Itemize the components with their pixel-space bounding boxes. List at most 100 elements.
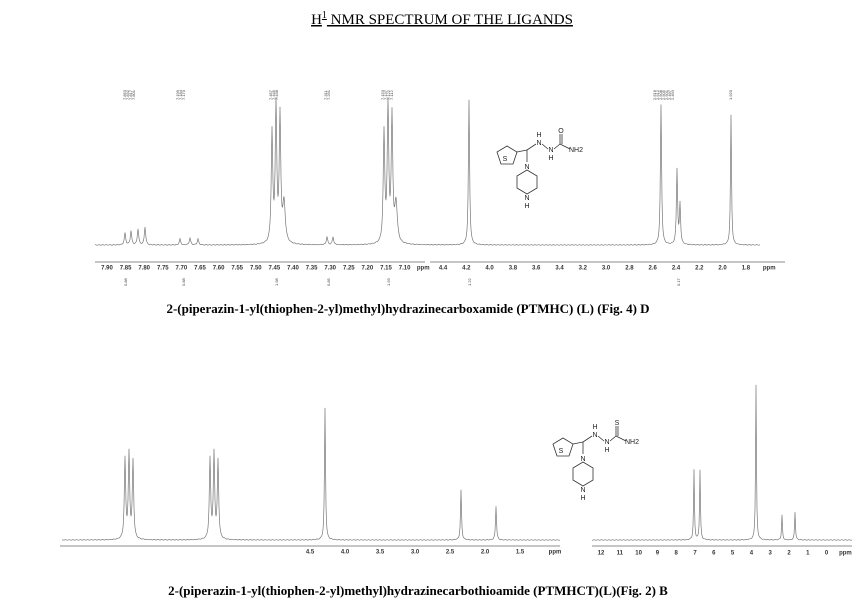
axis-label: 1.8 <box>742 266 751 272</box>
axis-label: 1 <box>806 551 810 557</box>
axis-label: 7.80 <box>138 266 150 272</box>
atom-label: H <box>604 447 609 454</box>
atom-label: NH2 <box>625 439 639 446</box>
axis-label: 2.0 <box>481 550 490 556</box>
axis-label: 4.0 <box>485 266 494 272</box>
atom-label: N <box>524 164 529 171</box>
axis-label: 4 <box>750 551 754 557</box>
peak-label: 7.801 <box>131 89 136 100</box>
atom-label: NH2 <box>569 147 583 154</box>
axis-label: 2.5 <box>446 550 455 556</box>
axis-label: 4.0 <box>341 550 350 556</box>
peak-label: 7.137 <box>383 89 388 100</box>
peak-label: 2.512 <box>655 89 660 100</box>
axis-label: 2.2 <box>695 266 704 272</box>
axis-label: 12 <box>598 551 605 557</box>
atom-label: N <box>604 439 609 446</box>
atom-label: N <box>580 456 585 463</box>
axis-label: 10 <box>635 551 642 557</box>
axis-label: 7.40 <box>287 266 299 272</box>
peak-label: 7.153 <box>380 89 385 100</box>
axis-label: 5 <box>731 551 735 557</box>
axis-label: 9 <box>656 551 660 557</box>
integral: 0.88 <box>181 277 186 286</box>
axis-label: 7.85 <box>120 266 132 272</box>
peak-label: 7.199 <box>175 89 180 100</box>
atom-label: N <box>524 195 529 202</box>
axis-label: ppm <box>549 550 562 556</box>
peak-label: 2.501 <box>664 89 669 100</box>
peak-label: 7.122 <box>386 89 391 100</box>
title-main: H <box>311 12 322 28</box>
atom-label: S <box>615 420 620 427</box>
axis-label: 7.45 <box>269 266 281 272</box>
peak-label: 2.516 <box>652 89 657 100</box>
axis-label: 3.0 <box>411 550 420 556</box>
axis-label: 4.5 <box>306 550 315 556</box>
atom-label: H <box>548 155 553 162</box>
axis-label: 7.60 <box>213 266 225 272</box>
axis-label: 7.75 <box>157 266 169 272</box>
axis-label: 2.0 <box>718 266 727 272</box>
atom-label: H <box>536 132 541 139</box>
peak-label: 2.508 <box>658 89 663 100</box>
atom-label: H <box>524 203 529 210</box>
axis-label: ppm <box>839 551 852 557</box>
axis-label: 3.0 <box>602 266 611 272</box>
axis-label: 3.2 <box>579 266 588 272</box>
integral: 0.85 <box>326 277 331 286</box>
axis-label: 7.65 <box>194 266 206 272</box>
axis-label: 11 <box>617 551 624 557</box>
peak-label: 7.112 <box>389 90 394 100</box>
peak-label: 7.832 <box>125 89 130 100</box>
axis-label: 7.55 <box>231 266 243 272</box>
peak-label: 2.493 <box>670 89 675 100</box>
integral: 1.93 <box>386 277 391 286</box>
title: H1 NMR SPECTRUM OF THE LIGANDS <box>311 10 573 28</box>
axis-label: ppm <box>417 266 430 272</box>
peak-label: 7.291 <box>326 89 331 100</box>
axis-label: 7.10 <box>399 266 411 272</box>
atom-label: N <box>536 140 541 147</box>
atom-label: N <box>592 432 597 439</box>
peak-label: 7.184 <box>178 89 183 100</box>
axis-label: 4.2 <box>462 266 471 272</box>
axis-label: 7 <box>693 551 697 557</box>
axis-label: 7.35 <box>306 266 318 272</box>
atom-label: N <box>580 487 585 494</box>
peak-label: 7.311 <box>323 90 328 100</box>
integral: 0.88 <box>123 277 128 286</box>
atom-label: H <box>592 424 597 431</box>
axis-label: 3 <box>769 551 773 557</box>
peak-label: 2.505 <box>661 89 666 100</box>
axis-label: 7.70 <box>176 266 188 272</box>
axis-label: 7.30 <box>324 266 336 272</box>
axis-label: 3.4 <box>555 266 564 272</box>
integral: 1.98 <box>274 277 279 286</box>
atom-label: S <box>559 448 564 455</box>
axis-label: 7.15 <box>380 266 392 272</box>
axis-label: 7.20 <box>362 266 374 272</box>
atom-label: H <box>580 495 585 502</box>
axis-label: 2 <box>787 551 791 557</box>
axis-label: 3.8 <box>509 266 518 272</box>
caption: 2-(piperazin-1-yl(thiophen-2-yl)methyl)h… <box>168 583 668 598</box>
axis-label: 1.5 <box>516 550 525 556</box>
spectrum <box>61 407 561 541</box>
atom-label: N <box>548 147 553 154</box>
axis-label: 6 <box>712 551 716 557</box>
axis-label: 3.6 <box>532 266 541 272</box>
axis-label: 0 <box>825 551 829 557</box>
axis-label: 7.50 <box>250 266 262 272</box>
peak-label: 1.920 <box>728 89 733 100</box>
axis-label: 4.4 <box>439 266 448 272</box>
spectrum <box>95 96 761 246</box>
axis-label: 7.25 <box>343 266 355 272</box>
peak-label: 7.445 <box>271 89 276 100</box>
peak-label: 7.853 <box>122 89 127 100</box>
peak-label: 7.170 <box>181 89 186 100</box>
axis-label: ppm <box>763 266 776 272</box>
